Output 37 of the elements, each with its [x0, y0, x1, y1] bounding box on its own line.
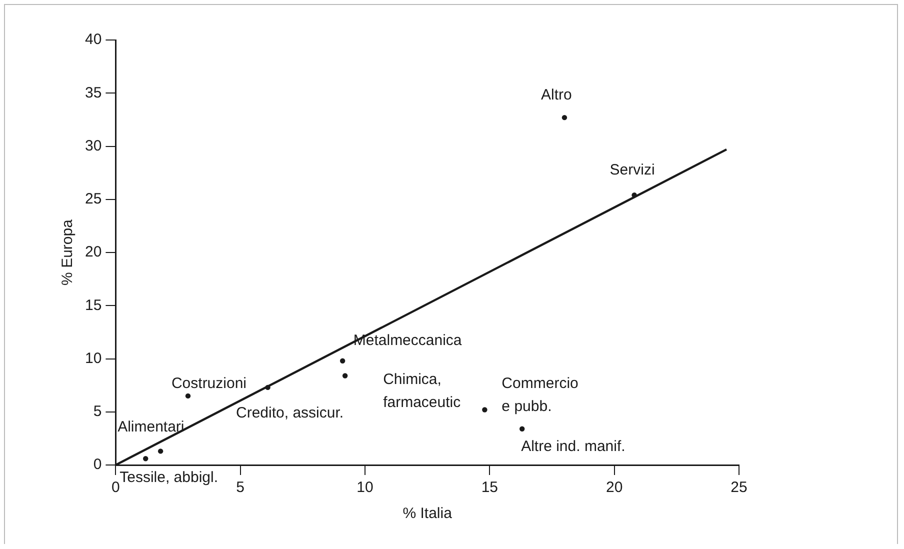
point: [340, 358, 346, 364]
x-tick-label: 15: [481, 479, 498, 496]
annotation: Commercio e pubb.: [502, 374, 578, 415]
annotation: Metalmeccanica: [353, 332, 462, 350]
annotation: Tessile, abbigl.: [120, 468, 218, 486]
y-tick-label: 35: [84, 84, 102, 102]
annotation: Altre ind. manif.: [521, 438, 626, 456]
y-tick-label: 10: [84, 350, 102, 367]
point: [185, 393, 191, 399]
x-axis-title: % Italia: [402, 505, 453, 522]
x-tick-label: 25: [730, 479, 748, 496]
annotation: Costruzioni: [171, 375, 247, 392]
annotation: Alimentari: [118, 418, 184, 436]
point: [482, 407, 488, 412]
x-tick-label: 10: [356, 479, 374, 496]
y-tick-label: 25: [84, 190, 102, 208]
point: [562, 114, 568, 120]
point: [265, 384, 270, 390]
y-axis-title: % Europa: [59, 218, 76, 286]
y-tick-label: 15: [84, 296, 102, 314]
annotation: Credito, assicur.: [236, 404, 344, 422]
y-tick-label: 30: [84, 137, 102, 154]
x-tick-label: 5: [236, 479, 245, 496]
y-tick-label: 20: [84, 244, 102, 261]
point: [519, 426, 525, 432]
x-tick-label: 20: [606, 479, 623, 496]
x-tick-label: 0: [112, 479, 120, 496]
annotation: Servizi: [610, 161, 655, 178]
point: [632, 192, 637, 198]
point: [342, 373, 348, 378]
point: [158, 448, 164, 454]
y-tick-label: 0: [93, 456, 102, 474]
annotation: Chimica, farmaceutic: [383, 370, 462, 411]
point: [143, 456, 148, 462]
annotation: Altro: [541, 86, 572, 104]
y-tick-label: 5: [93, 403, 102, 420]
y-tick-label: 40: [84, 31, 102, 48]
